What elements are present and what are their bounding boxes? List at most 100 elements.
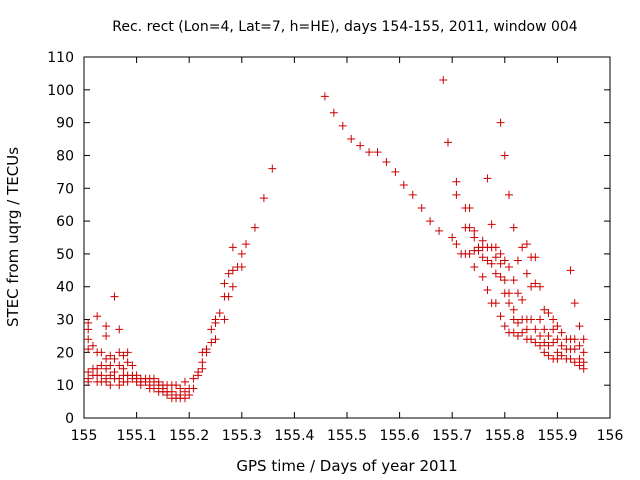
data-point	[452, 240, 461, 249]
data-point	[575, 322, 584, 331]
data-point	[509, 276, 518, 285]
data-point	[106, 381, 115, 390]
data-point	[465, 223, 474, 232]
data-point	[553, 322, 562, 331]
data-point	[211, 318, 220, 327]
data-point	[496, 312, 505, 321]
y-tick-label: 100	[47, 83, 74, 99]
data-point	[259, 194, 268, 203]
data-point	[531, 325, 540, 334]
data-point	[536, 315, 545, 324]
data-point	[505, 190, 514, 199]
data-point	[570, 358, 579, 367]
data-point	[237, 263, 246, 272]
data-point	[417, 203, 426, 212]
data-point	[522, 240, 531, 249]
data-point	[527, 282, 536, 291]
data-point	[211, 335, 220, 344]
data-point	[180, 394, 189, 403]
data-point	[115, 361, 124, 370]
data-point	[123, 348, 132, 357]
axes	[83, 56, 611, 419]
data-point	[513, 318, 522, 327]
data-point	[228, 282, 237, 291]
data-point	[496, 118, 505, 127]
data-point	[487, 220, 496, 229]
x-tick-label: 155.3	[222, 428, 262, 444]
data-point	[527, 315, 536, 324]
data-point	[536, 341, 545, 350]
y-tick-label: 70	[56, 181, 74, 197]
data-point	[491, 299, 500, 308]
data-point	[540, 325, 549, 334]
x-tick-label: 156	[597, 428, 624, 444]
data-point	[491, 243, 500, 252]
data-point	[540, 305, 549, 314]
data-point	[97, 361, 106, 370]
data-point	[549, 325, 558, 334]
data-point	[487, 259, 496, 268]
data-point	[189, 384, 198, 393]
data-point	[579, 335, 588, 344]
x-tick-label: 155.9	[537, 428, 577, 444]
data-point	[110, 354, 119, 363]
data-point	[509, 315, 518, 324]
data-point	[391, 167, 400, 176]
data-point	[106, 361, 115, 370]
data-point	[149, 384, 158, 393]
data-point	[483, 174, 492, 183]
data-point	[347, 135, 356, 144]
data-point	[500, 276, 509, 285]
data-point	[102, 331, 111, 340]
data-point	[452, 190, 461, 199]
x-tick-label: 155.2	[169, 428, 209, 444]
data-point	[228, 266, 237, 275]
data-point	[531, 338, 540, 347]
data-point	[500, 151, 509, 160]
data-point	[163, 391, 172, 400]
data-point	[566, 266, 575, 275]
data-point	[570, 299, 579, 308]
data-point	[97, 348, 106, 357]
data-point	[102, 364, 111, 373]
data-point	[536, 282, 545, 291]
data-point	[557, 351, 566, 360]
data-point	[84, 377, 93, 386]
x-tick-label: 155.7	[432, 428, 472, 444]
data-point	[505, 299, 514, 308]
data-point	[500, 256, 509, 265]
data-point	[553, 354, 562, 363]
data-point	[483, 256, 492, 265]
data-point	[123, 358, 132, 367]
data-point	[496, 249, 505, 258]
data-point	[224, 292, 233, 301]
data-point	[491, 269, 500, 278]
data-point	[465, 249, 474, 258]
y-axis-label: STEC from uqrg / TECUs	[4, 147, 22, 327]
data-point	[102, 322, 111, 331]
data-point	[566, 354, 575, 363]
data-point	[329, 108, 338, 117]
data-point	[202, 348, 211, 357]
chart-title: Rec. rect (Lon=4, Lat=7, h=HE), days 154…	[112, 19, 578, 35]
data-point	[194, 371, 203, 380]
data-point	[320, 92, 329, 101]
data-point	[88, 341, 97, 350]
data-point	[579, 348, 588, 357]
y-tick-label: 50	[56, 247, 74, 263]
data-point	[110, 292, 119, 301]
data-point	[250, 223, 259, 232]
data-point	[207, 325, 216, 334]
data-point	[470, 233, 479, 242]
data-point	[408, 190, 417, 199]
data-point	[570, 345, 579, 354]
data-point	[531, 279, 540, 288]
data-point	[557, 341, 566, 350]
data-point	[452, 177, 461, 186]
x-tick-label: 155.1	[117, 428, 157, 444]
data-point	[189, 374, 198, 383]
y-tick-label: 80	[56, 148, 74, 164]
data-point	[84, 325, 93, 334]
data-point	[544, 331, 553, 340]
data-point	[509, 223, 518, 232]
